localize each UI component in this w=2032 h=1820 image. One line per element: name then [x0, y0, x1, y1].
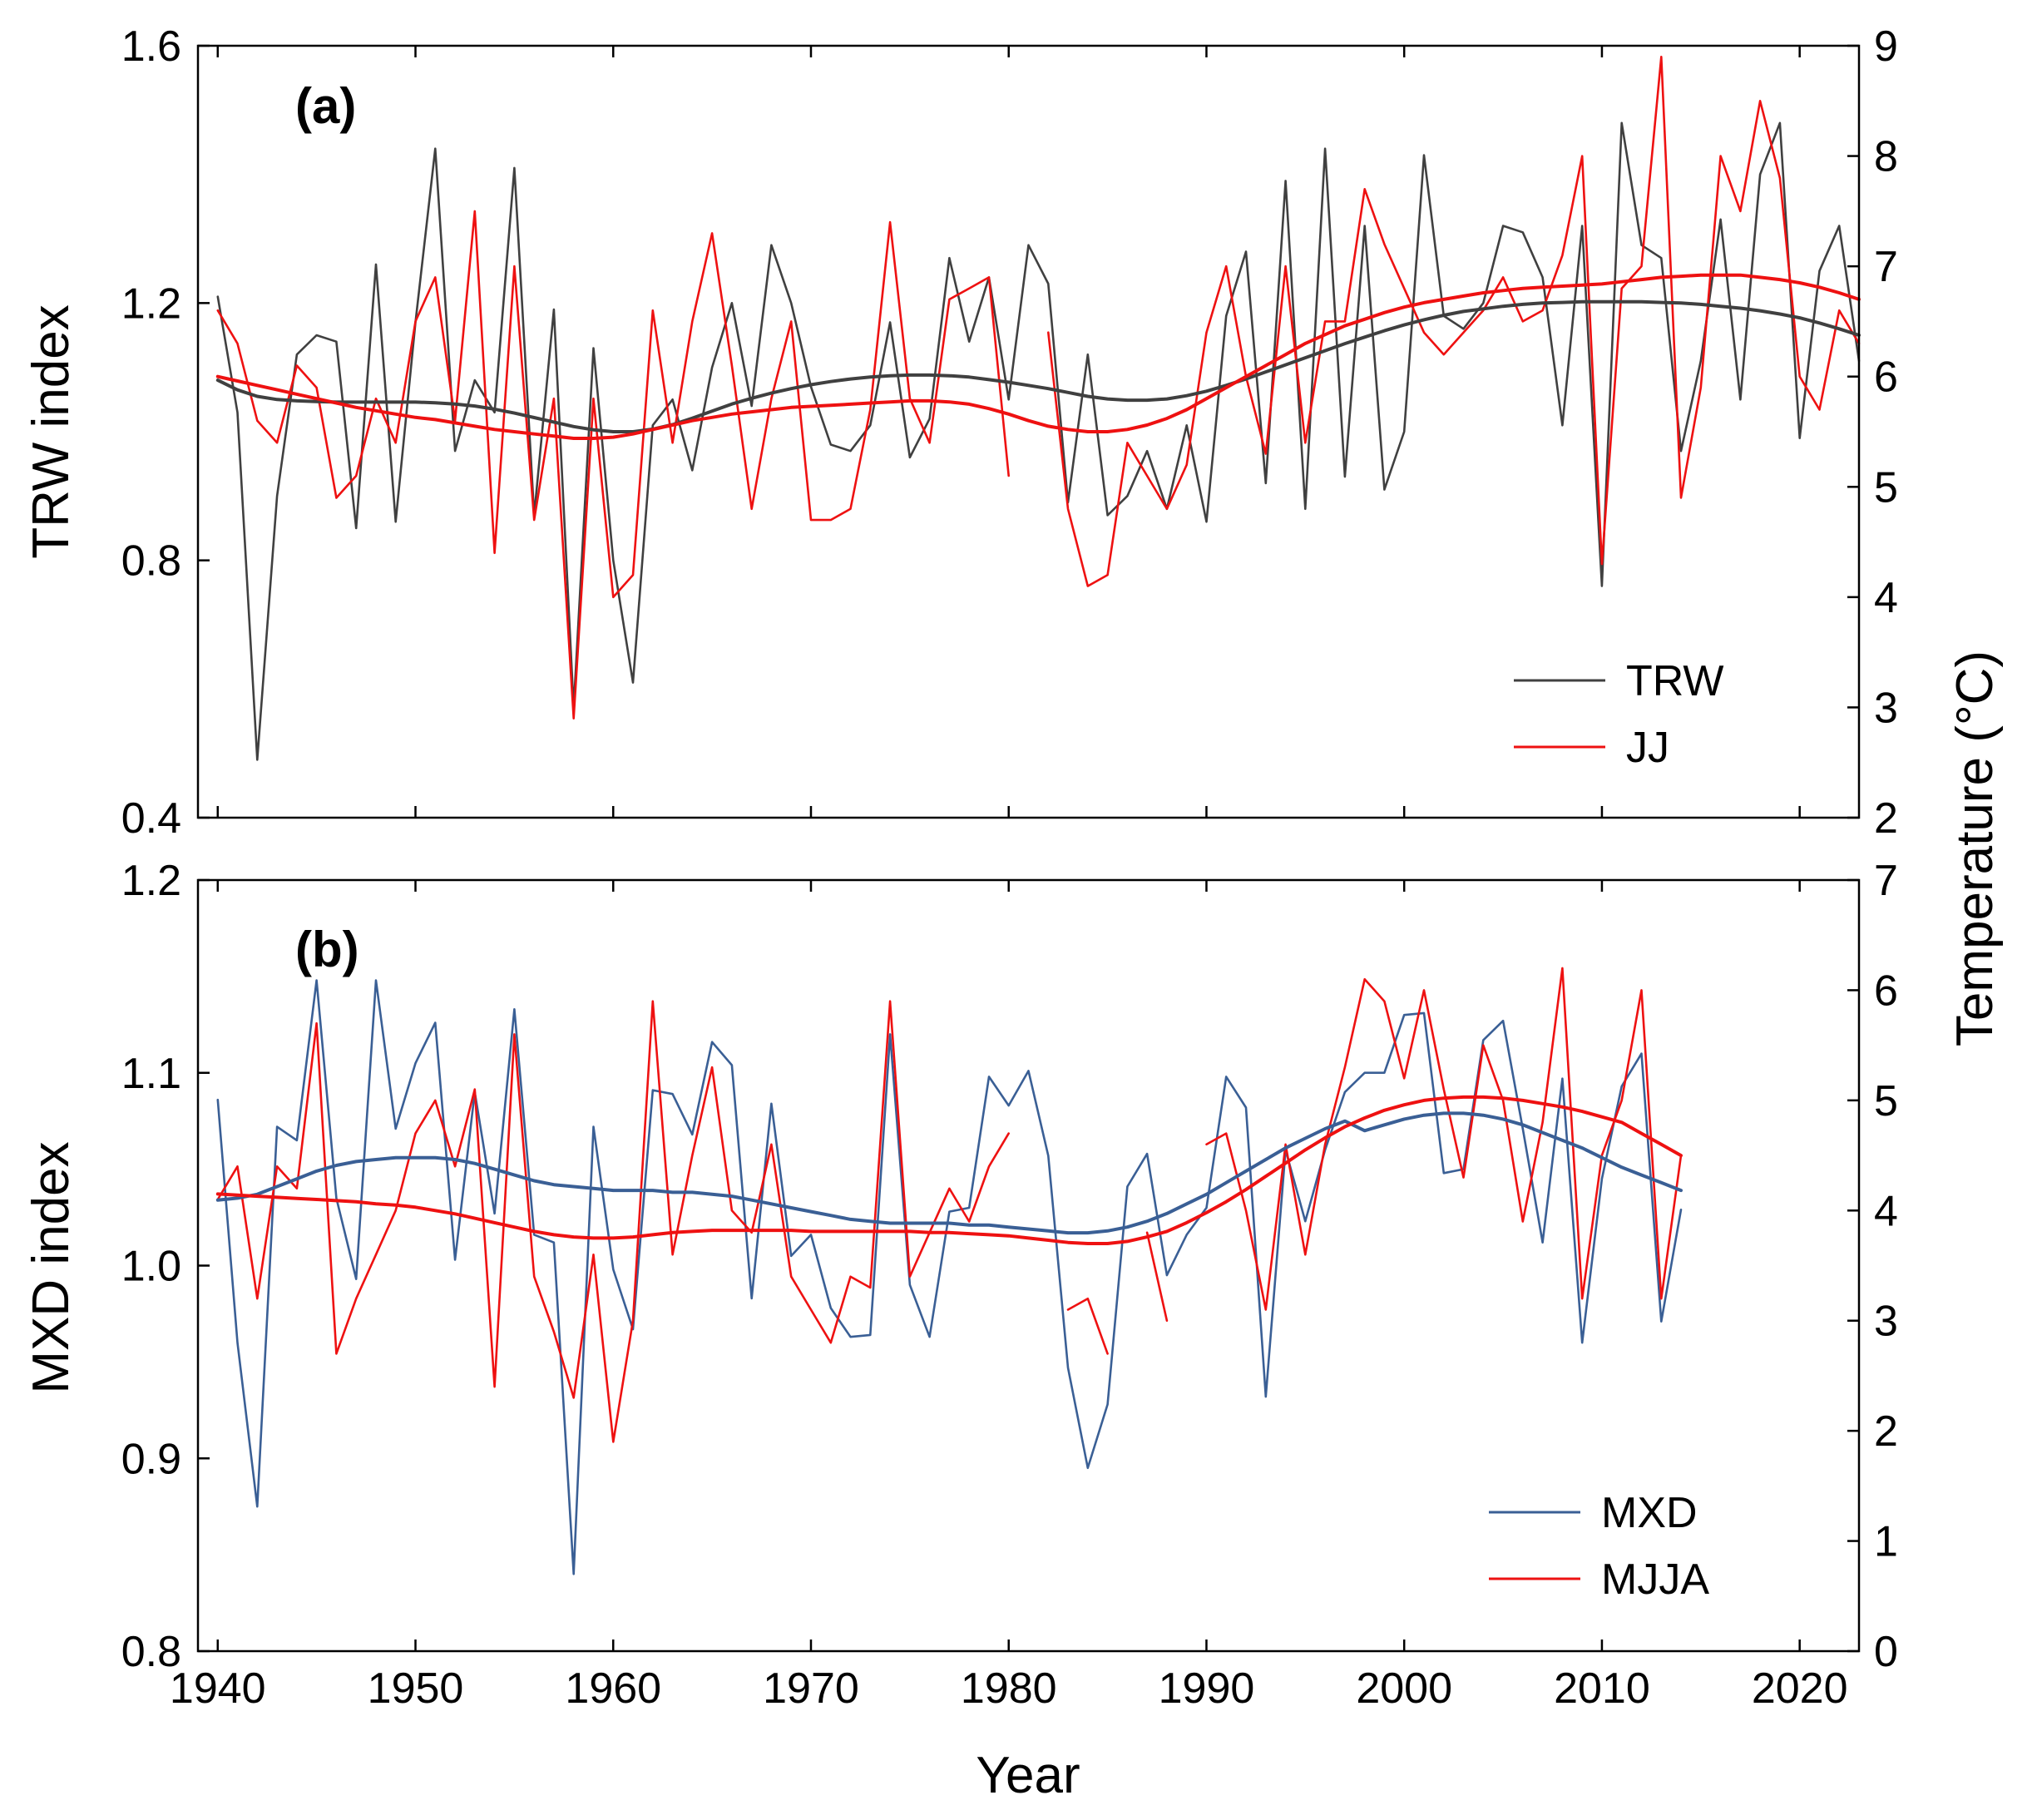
y2-tick-label-b-2: 2: [1874, 1407, 1898, 1456]
y2-tick-label-b-5: 5: [1874, 1077, 1898, 1125]
series-b-mjja-smooth: [215, 1095, 1683, 1245]
x-tick-label-2000: 2000: [1356, 1664, 1452, 1713]
y2-tick-label-b-3: 3: [1874, 1298, 1898, 1346]
x-tick-label-1960: 1960: [565, 1664, 661, 1713]
x-tick-label-1950: 1950: [368, 1664, 464, 1713]
y-tick-label-b-4: 1.2: [121, 857, 181, 905]
y2-tick-label-b-6: 6: [1874, 967, 1898, 1015]
legend-label-mxd: MXD: [1601, 1489, 1698, 1537]
x-tick-label-1980: 1980: [961, 1664, 1057, 1713]
panel-b-ticks: 1940 1950 1960 1970 1980 1990 2000 2010 2020 0.8 0…: [121, 857, 1898, 1713]
legend-label-trw: TRW: [1626, 657, 1723, 705]
y2-tick-label-a-6: 8: [1874, 133, 1898, 181]
y2-tick-label-a-3: 5: [1874, 463, 1898, 512]
panel-a-y-axis-title: TRW index: [22, 304, 80, 559]
panel-a: 0.4 0.8 1.2 1.6 2 3 4 5 6 7 8 9 (a) TRW index TRW J…: [22, 22, 1898, 843]
panel-b-label: (b): [295, 922, 359, 977]
series-a-trw: [216, 121, 1861, 761]
x-tick-label-1990: 1990: [1159, 1664, 1255, 1713]
y-tick-label-b-0: 0.8: [121, 1628, 181, 1676]
y2-tick-label-a-1: 3: [1874, 684, 1898, 732]
y2-tick-label-a-4: 6: [1874, 354, 1898, 402]
y-tick-label-a-0: 0.4: [121, 794, 181, 843]
panel-a-plot-area: [215, 56, 1861, 761]
y2-tick-label-a-0: 2: [1874, 794, 1898, 843]
x-axis-title: Year: [976, 1747, 1080, 1804]
x-tick-label-2010: 2010: [1554, 1664, 1650, 1713]
series-a-jj: [216, 56, 1861, 720]
y-tick-label-a-2: 1.2: [121, 279, 181, 328]
y2-tick-label-b-7: 7: [1874, 857, 1898, 905]
panel-a-legend: TRW JJ: [1514, 657, 1723, 772]
panel-b-legend: MXD MJJA: [1489, 1489, 1709, 1604]
legend-label-mjja: MJJA: [1601, 1555, 1709, 1604]
series-b-mxd-smooth: [215, 1111, 1683, 1235]
series-b-mxd: [216, 979, 1683, 1575]
series-a-jj-smooth: [215, 273, 1861, 440]
y2-tick-label-a-2: 4: [1874, 574, 1898, 622]
x-tick-label-1940: 1940: [170, 1664, 266, 1713]
series-a-trw-smooth: [215, 299, 1861, 433]
y-tick-label-b-2: 1.0: [121, 1243, 181, 1291]
series-b-mjja: [216, 967, 1683, 1443]
panel-a-ticks: 0.4 0.8 1.2 1.6 2 3 4 5 6 7 8 9: [121, 22, 1898, 843]
x-tick-label-1970: 1970: [763, 1664, 859, 1713]
y2-tick-label-b-1: 1: [1874, 1518, 1898, 1566]
y-tick-label-a-3: 1.6: [121, 22, 181, 71]
panel-b-y-axis-title: MXD index: [22, 1141, 80, 1393]
panel-b: 1940 1950 1960 1970 1980 1990 2000 2010 2020 0.8 0…: [22, 857, 1898, 1804]
panel-a-label: (a): [295, 78, 356, 134]
x-tick-label-2020: 2020: [1752, 1664, 1848, 1713]
y2-tick-label-b-4: 4: [1874, 1187, 1898, 1235]
y2-axis-title: Temperature (°C): [1946, 650, 2004, 1046]
y2-tick-label-b-0: 0: [1874, 1628, 1898, 1676]
y-tick-label-b-1: 0.9: [121, 1435, 181, 1483]
panel-b-plot-area: [215, 967, 1683, 1575]
y2-tick-label-a-7: 9: [1874, 22, 1898, 71]
legend-label-jj: JJ: [1626, 724, 1669, 772]
panel-a-frame: [196, 44, 1861, 819]
y-tick-label-a-1: 0.8: [121, 537, 181, 586]
y2-tick-label-a-5: 7: [1874, 243, 1898, 291]
y-tick-label-b-3: 1.1: [121, 1050, 181, 1098]
